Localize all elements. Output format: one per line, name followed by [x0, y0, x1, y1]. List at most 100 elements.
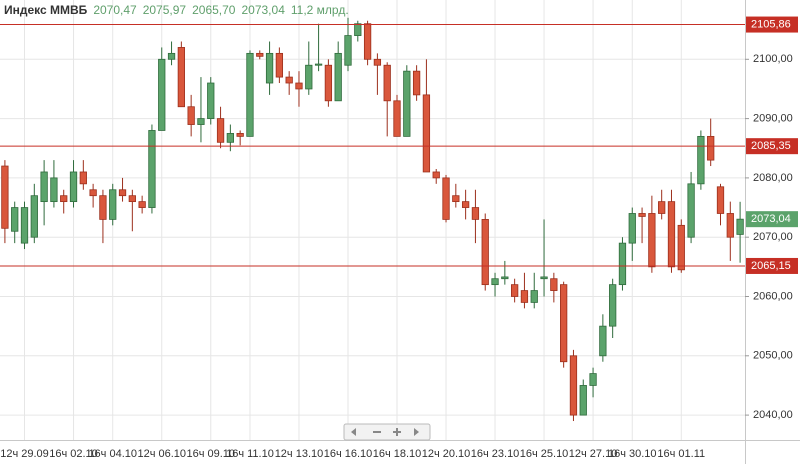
- candle-body: [158, 58, 166, 131]
- candle-body: [589, 373, 597, 386]
- scroll-left[interactable]: [351, 428, 356, 436]
- candle-body: [491, 278, 499, 286]
- candle-body: [344, 35, 352, 66]
- x-tick-label: 16ч 18.10: [373, 448, 422, 460]
- x-tick-label: 12ч 06.10: [137, 448, 186, 460]
- candle-body: [638, 213, 646, 217]
- candle-body: [99, 195, 107, 220]
- candle-body: [118, 189, 127, 197]
- candle-body: [295, 82, 303, 90]
- candle-body: [667, 201, 676, 268]
- candle-body: [697, 135, 705, 185]
- y-tick-label: 2090,00: [753, 113, 793, 125]
- candle-body: [89, 189, 97, 197]
- candle-body: [109, 189, 117, 220]
- level-label: 2085,35: [751, 140, 791, 152]
- y-tick-label: 2080,00: [753, 172, 793, 184]
- x-tick-label: 16ч 23.10: [471, 448, 520, 460]
- x-tick-label: 12ч 29.09: [0, 448, 49, 460]
- candle-body: [236, 133, 244, 137]
- candle-body: [432, 171, 440, 179]
- candle-body: [393, 100, 401, 137]
- candle-body: [481, 219, 489, 286]
- candle-body: [246, 52, 254, 137]
- quote-close: 2073,04: [241, 3, 285, 17]
- candle-body: [560, 284, 568, 363]
- scroll-right[interactable]: [414, 428, 419, 436]
- x-tick-label: 16ч 02.10: [49, 448, 98, 460]
- scroll-control: [343, 423, 431, 441]
- candle-body: [30, 195, 38, 238]
- candle-body: [1, 165, 9, 229]
- level-box: [746, 16, 798, 33]
- candle-body: [628, 213, 636, 244]
- candle-body: [412, 70, 421, 96]
- candle-body: [69, 171, 78, 203]
- x-tick-label: 16ч 25.10: [520, 448, 569, 460]
- candle-body: [716, 186, 725, 214]
- plot-area: [0, 0, 745, 440]
- candle-body: [363, 23, 372, 60]
- candle-body: [305, 64, 313, 90]
- candle-body: [736, 218, 744, 235]
- candle-body: [167, 52, 176, 60]
- candle-body: [383, 64, 391, 102]
- y-tick-label: 2050,00: [753, 350, 793, 362]
- x-tick-label: 16ч 11.10: [226, 448, 274, 460]
- candle-body: [373, 58, 382, 66]
- x-tick-label: 16ч 16.10: [324, 448, 373, 460]
- x-tick-label: 12ч 13.10: [275, 448, 324, 460]
- candle-body: [324, 64, 333, 102]
- candle-body: [520, 290, 529, 303]
- quote-low: 2065,70: [192, 3, 236, 17]
- candle-body: [314, 63, 323, 66]
- candle-body: [177, 47, 185, 108]
- candle-body: [471, 207, 480, 220]
- candle-body: [197, 118, 205, 125]
- candle-body: [569, 355, 578, 416]
- header: Индекс ММВБ 2070,47 2075,97 2065,70 2073…: [4, 3, 349, 17]
- x-tick-label: 16ч 30.10: [608, 448, 657, 460]
- candle-body: [540, 276, 548, 280]
- candle-body: [50, 177, 58, 203]
- candle-body: [461, 201, 470, 208]
- quote-high: 2075,97: [142, 3, 187, 17]
- y-tick-label: 2100,00: [753, 53, 793, 65]
- candle-body: [354, 23, 362, 36]
- candle-body: [550, 278, 558, 291]
- candle-body: [40, 171, 48, 203]
- y-tick-label: 2040,00: [753, 409, 793, 421]
- x-tick-label: 16ч 09.10: [186, 448, 235, 460]
- last-price-label: 2073,04: [751, 213, 791, 225]
- candle-body: [422, 94, 431, 173]
- candle-body: [501, 276, 509, 280]
- candle-body: [60, 195, 68, 203]
- candle-body: [452, 195, 460, 203]
- candle-body: [403, 70, 411, 137]
- candle-body: [187, 106, 195, 125]
- zoom-out[interactable]: [373, 431, 381, 433]
- y-tick-label: 2060,00: [753, 290, 793, 302]
- candle-body: [609, 284, 617, 327]
- candle-body: [677, 224, 685, 271]
- candle-body: [148, 130, 156, 208]
- candle-body: [11, 207, 19, 232]
- candle-body: [128, 195, 136, 203]
- quote-open: 2070,47: [93, 3, 137, 17]
- candle-body: [687, 183, 695, 238]
- zoom-in[interactable]: [393, 428, 401, 436]
- level-box: [746, 138, 798, 155]
- level-box: [746, 257, 798, 274]
- last-price-box: [746, 211, 798, 228]
- x-tick-label: 16ч 01.11: [657, 448, 705, 460]
- candle-body: [511, 284, 519, 297]
- candle-body: [256, 52, 264, 57]
- candle-body: [707, 135, 715, 161]
- candle-body: [138, 201, 146, 208]
- candle-body: [658, 201, 666, 214]
- candle-body: [579, 385, 587, 416]
- x-tick-label: 16ч 04.10: [88, 448, 137, 460]
- candle-body: [20, 207, 29, 244]
